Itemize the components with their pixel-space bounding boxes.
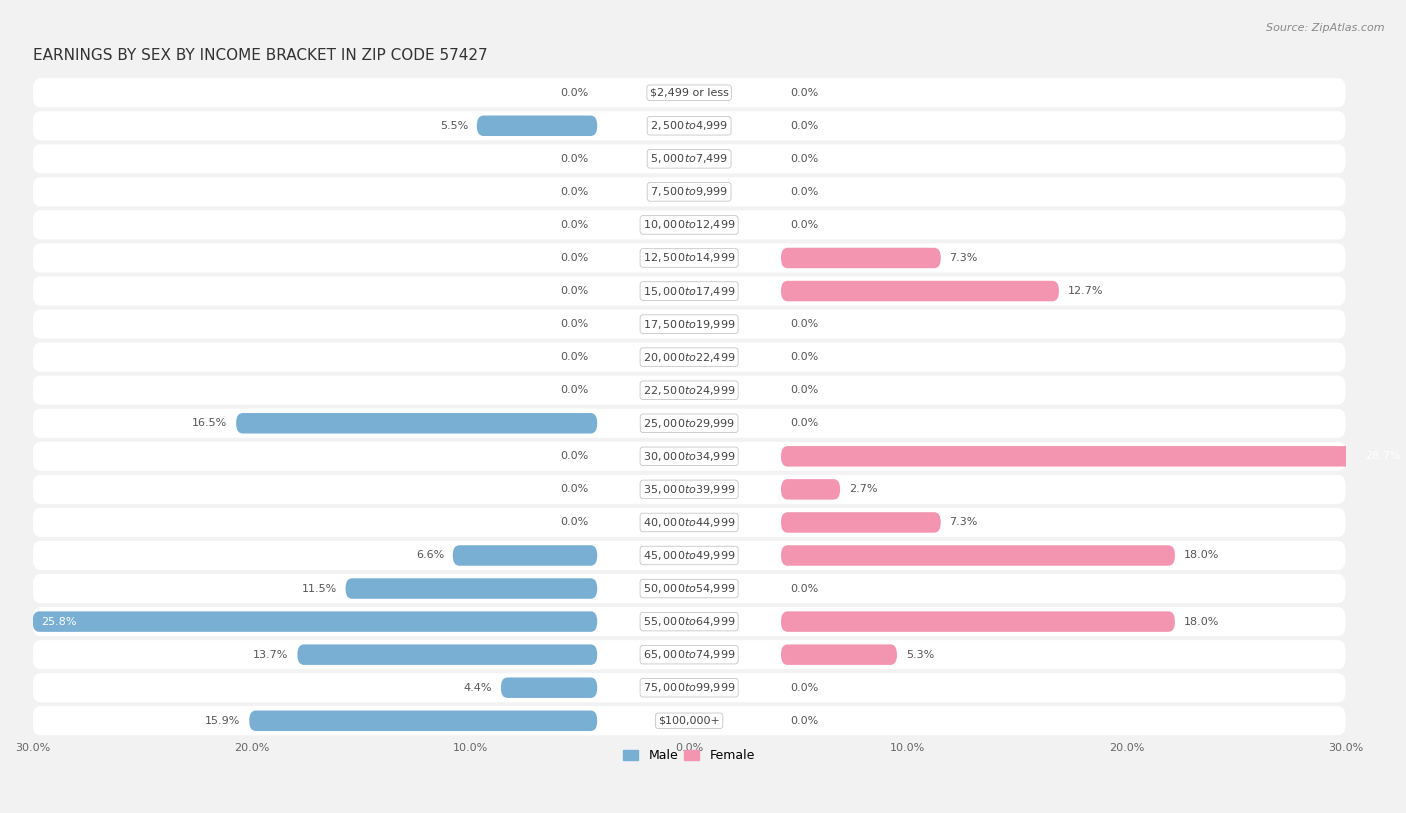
Text: $12,500 to $14,999: $12,500 to $14,999 [643,251,735,264]
Text: Source: ZipAtlas.com: Source: ZipAtlas.com [1267,23,1385,33]
FancyBboxPatch shape [32,607,1346,636]
Text: $17,500 to $19,999: $17,500 to $19,999 [643,318,735,331]
Text: 0.0%: 0.0% [560,88,589,98]
Text: EARNINGS BY SEX BY INCOME BRACKET IN ZIP CODE 57427: EARNINGS BY SEX BY INCOME BRACKET IN ZIP… [32,47,488,63]
FancyBboxPatch shape [32,111,1346,141]
Text: 0.0%: 0.0% [790,584,818,593]
Text: 0.0%: 0.0% [560,485,589,494]
Text: $2,499 or less: $2,499 or less [650,88,728,98]
Text: $2,500 to $4,999: $2,500 to $4,999 [650,120,728,133]
Text: $40,000 to $44,999: $40,000 to $44,999 [643,516,735,529]
FancyBboxPatch shape [32,243,1346,272]
Text: $50,000 to $54,999: $50,000 to $54,999 [643,582,735,595]
Text: 7.3%: 7.3% [949,517,979,528]
FancyBboxPatch shape [780,645,897,665]
Text: 2.7%: 2.7% [849,485,877,494]
Text: $30,000 to $34,999: $30,000 to $34,999 [643,450,735,463]
Text: 4.4%: 4.4% [464,683,492,693]
Text: 0.0%: 0.0% [560,352,589,362]
FancyBboxPatch shape [32,640,1346,669]
Text: 0.0%: 0.0% [560,385,589,395]
Text: 0.0%: 0.0% [790,320,818,329]
Text: $7,500 to $9,999: $7,500 to $9,999 [650,185,728,198]
Text: $22,500 to $24,999: $22,500 to $24,999 [643,384,735,397]
Text: $20,000 to $22,499: $20,000 to $22,499 [643,350,735,363]
FancyBboxPatch shape [780,611,1175,632]
FancyBboxPatch shape [32,310,1346,339]
FancyBboxPatch shape [780,446,1406,467]
Text: $35,000 to $39,999: $35,000 to $39,999 [643,483,735,496]
FancyBboxPatch shape [32,574,1346,603]
FancyBboxPatch shape [32,376,1346,405]
Text: 0.0%: 0.0% [560,253,589,263]
Text: 0.0%: 0.0% [790,220,818,230]
FancyBboxPatch shape [32,673,1346,702]
FancyBboxPatch shape [32,177,1346,207]
FancyBboxPatch shape [32,276,1346,306]
Text: 0.0%: 0.0% [790,683,818,693]
Text: $55,000 to $64,999: $55,000 to $64,999 [643,615,735,628]
Text: 5.3%: 5.3% [905,650,934,659]
FancyBboxPatch shape [32,409,1346,438]
Text: 18.0%: 18.0% [1184,616,1219,627]
Text: 0.0%: 0.0% [560,320,589,329]
Text: 28.7%: 28.7% [1365,451,1400,461]
Text: 0.0%: 0.0% [790,352,818,362]
Text: $65,000 to $74,999: $65,000 to $74,999 [643,648,735,661]
FancyBboxPatch shape [236,413,598,433]
FancyBboxPatch shape [477,115,598,136]
FancyBboxPatch shape [780,479,841,500]
Text: 0.0%: 0.0% [790,385,818,395]
FancyBboxPatch shape [32,508,1346,537]
FancyBboxPatch shape [32,144,1346,173]
FancyBboxPatch shape [780,512,941,533]
FancyBboxPatch shape [32,706,1346,735]
Text: $15,000 to $17,499: $15,000 to $17,499 [643,285,735,298]
Text: 12.7%: 12.7% [1067,286,1104,296]
FancyBboxPatch shape [780,546,1175,566]
Text: 0.0%: 0.0% [790,154,818,164]
Text: 11.5%: 11.5% [301,584,337,593]
Text: 25.8%: 25.8% [41,616,77,627]
Text: 6.6%: 6.6% [416,550,444,560]
Text: 0.0%: 0.0% [560,187,589,197]
Text: 0.0%: 0.0% [560,517,589,528]
FancyBboxPatch shape [298,645,598,665]
FancyBboxPatch shape [32,342,1346,372]
FancyBboxPatch shape [32,475,1346,504]
Text: $25,000 to $29,999: $25,000 to $29,999 [643,417,735,430]
Text: 0.0%: 0.0% [790,88,818,98]
FancyBboxPatch shape [249,711,598,731]
FancyBboxPatch shape [780,248,941,268]
Text: 0.0%: 0.0% [790,187,818,197]
FancyBboxPatch shape [32,211,1346,240]
Text: 18.0%: 18.0% [1184,550,1219,560]
Legend: Male, Female: Male, Female [619,745,759,767]
Text: 0.0%: 0.0% [790,121,818,131]
Text: $100,000+: $100,000+ [658,715,720,726]
FancyBboxPatch shape [501,677,598,698]
Text: $45,000 to $49,999: $45,000 to $49,999 [643,549,735,562]
Text: 7.3%: 7.3% [949,253,979,263]
Text: 0.0%: 0.0% [560,286,589,296]
Text: 0.0%: 0.0% [560,451,589,461]
FancyBboxPatch shape [32,78,1346,107]
FancyBboxPatch shape [32,611,598,632]
Text: 0.0%: 0.0% [560,220,589,230]
Text: 16.5%: 16.5% [193,418,228,428]
Text: 5.5%: 5.5% [440,121,468,131]
FancyBboxPatch shape [32,541,1346,570]
FancyBboxPatch shape [346,578,598,599]
Text: 0.0%: 0.0% [790,418,818,428]
Text: 15.9%: 15.9% [205,715,240,726]
Text: 0.0%: 0.0% [560,154,589,164]
Text: 0.0%: 0.0% [790,715,818,726]
FancyBboxPatch shape [32,441,1346,471]
FancyBboxPatch shape [453,546,598,566]
Text: $10,000 to $12,499: $10,000 to $12,499 [643,219,735,232]
Text: 13.7%: 13.7% [253,650,288,659]
Text: $5,000 to $7,499: $5,000 to $7,499 [650,152,728,165]
Text: $75,000 to $99,999: $75,000 to $99,999 [643,681,735,694]
FancyBboxPatch shape [780,280,1059,302]
